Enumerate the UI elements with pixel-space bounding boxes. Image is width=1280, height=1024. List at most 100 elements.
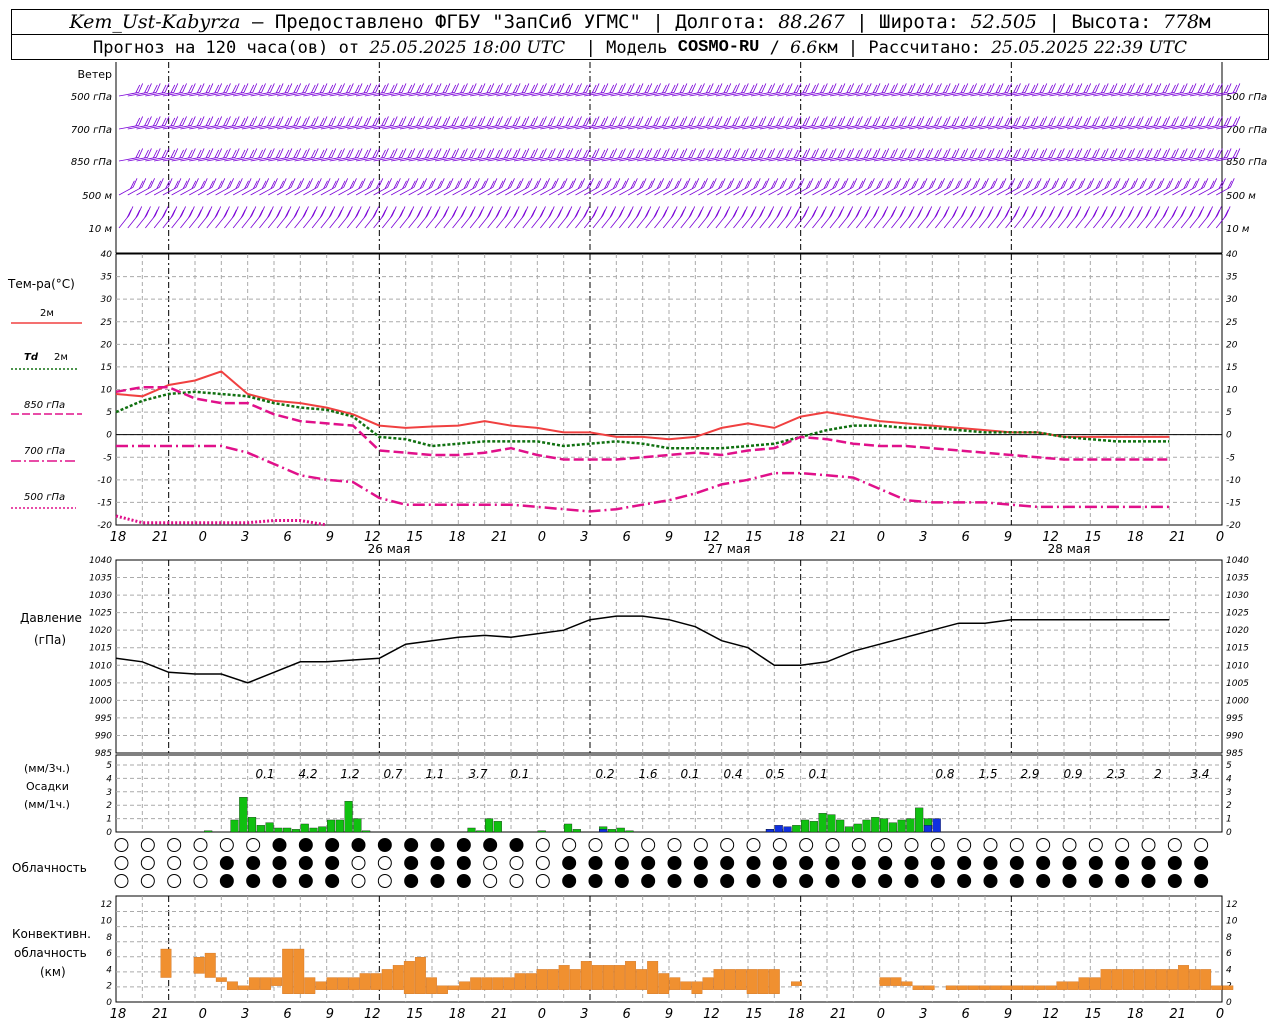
wind-barb-flag xyxy=(999,180,1004,189)
wind-barb xyxy=(847,125,868,130)
conv-bar xyxy=(359,973,371,990)
conv-bar xyxy=(1089,977,1101,990)
wind-barb-flag xyxy=(1016,116,1021,126)
wind-barb-flag xyxy=(986,117,992,127)
wind-barb-flag xyxy=(1001,178,1007,188)
conv-bar xyxy=(160,948,172,978)
wind-barb-flag xyxy=(714,209,720,218)
wind-barb-flag xyxy=(1083,117,1089,127)
wind-barb-flag xyxy=(1034,180,1039,189)
wind-barb-flag xyxy=(916,209,922,218)
wind-barb xyxy=(768,157,789,162)
wind-barb-flag xyxy=(1174,116,1179,126)
cloud-symbol xyxy=(535,856,550,870)
wind-barb-flag xyxy=(863,149,869,159)
rain-bar xyxy=(300,823,309,833)
wind-barb-flag xyxy=(902,180,908,189)
wind-barb xyxy=(355,157,376,162)
wind-barb xyxy=(944,157,964,162)
wind-barb xyxy=(1181,92,1201,97)
wind-barb-flag xyxy=(217,116,223,126)
wind-barb-flag xyxy=(870,178,875,188)
conv-hour-tick: 21 xyxy=(1169,1007,1186,1022)
conv-bar xyxy=(470,977,482,990)
wind-barb-flag xyxy=(313,116,319,126)
wind-barb-flag xyxy=(190,148,196,158)
cloud-symbol xyxy=(114,856,129,870)
temp-series-0 xyxy=(115,370,1170,441)
temp-hour-tick: 12 xyxy=(703,530,720,545)
wind-barb xyxy=(786,92,806,97)
wind-barb-flag xyxy=(972,116,977,126)
wind-barb-flag xyxy=(849,148,855,158)
wind-barb xyxy=(873,125,894,130)
wind-barb xyxy=(312,125,332,130)
wind-barb-flag xyxy=(858,116,863,126)
wind-barb-flag xyxy=(890,84,895,94)
wind-barb-flag xyxy=(861,178,866,188)
wind-barb-flag xyxy=(1022,209,1027,218)
temp-tick-right: -10 xyxy=(1226,476,1241,486)
header-box: Kem_Ust-Kabyrza — Предоставлено ФГБУ "За… xyxy=(11,9,1269,60)
wind-barb xyxy=(250,125,271,130)
wind-barb-flag xyxy=(1051,148,1056,158)
wind-barb xyxy=(812,125,833,130)
conv-bar xyxy=(680,981,692,990)
wind-barb xyxy=(1014,125,1035,130)
wind-barb-flag xyxy=(866,116,872,126)
wind-barb-flag xyxy=(427,83,433,93)
cloud-symbol xyxy=(509,838,524,852)
wind-barb xyxy=(1093,92,1114,97)
temp-hour-tick: 15 xyxy=(745,530,762,545)
wind-barb-flag xyxy=(357,83,363,93)
wind-barb-flag xyxy=(1086,116,1092,126)
wind-barb-flag xyxy=(232,209,237,218)
wind-barb xyxy=(935,125,956,130)
wind-barb-flag xyxy=(398,84,404,94)
wind-barb-flag xyxy=(1033,116,1039,126)
wind-barb-flag xyxy=(1206,209,1212,218)
wind-barb-flag xyxy=(890,209,896,218)
conv-bar xyxy=(514,973,526,990)
temp-tick-right: 0 xyxy=(1226,431,1232,441)
wind-barb xyxy=(1154,157,1175,162)
wind-barb-flag xyxy=(656,83,661,93)
wind-barb-flag xyxy=(1013,149,1018,159)
wind-barb-flag xyxy=(296,83,302,93)
temp-tick-right: 40 xyxy=(1226,250,1238,260)
rain-bar xyxy=(862,819,871,833)
wind-barb-flag xyxy=(899,117,904,127)
wind-barb-flag xyxy=(650,178,656,188)
temp-tick-right: 20 xyxy=(1226,340,1238,350)
temp-tick-right: 30 xyxy=(1226,295,1238,305)
wind-barb xyxy=(189,92,209,97)
wind-barb-flag xyxy=(498,148,503,158)
wind-barb-flag xyxy=(828,117,834,127)
wind-barb-flag xyxy=(571,178,577,188)
cloud-symbol xyxy=(1036,874,1051,888)
wind-barb-flag xyxy=(831,116,837,126)
wind-barb-flag xyxy=(1071,178,1077,188)
precip-tick-right: 3 xyxy=(1226,788,1232,798)
wind-barb-flag xyxy=(556,149,562,159)
wind-barb-flag xyxy=(445,116,451,126)
wind-barb-flag xyxy=(951,117,957,127)
wind-barb-flag xyxy=(489,148,495,158)
wind-barb xyxy=(821,92,841,97)
wind-barb xyxy=(970,125,991,130)
conv-bar xyxy=(1056,981,1068,990)
cloud-symbol xyxy=(377,874,392,888)
wind-barb-flag xyxy=(787,83,793,93)
cloud-symbol xyxy=(878,838,893,852)
wind-barb-flag xyxy=(767,209,773,218)
wind-barb xyxy=(619,157,640,162)
wind-barb-flag xyxy=(1227,180,1232,189)
wind-barb-flag xyxy=(205,149,211,159)
wind-barb-flag xyxy=(451,84,457,94)
temp-tick-left: 25 xyxy=(101,318,113,328)
wind-barb-flag xyxy=(1194,178,1200,188)
wind-barb-flag xyxy=(419,116,424,126)
temp-hour-tick: 21 xyxy=(491,530,508,545)
conv-bar xyxy=(569,969,581,990)
wind-barb-flag xyxy=(454,83,460,93)
